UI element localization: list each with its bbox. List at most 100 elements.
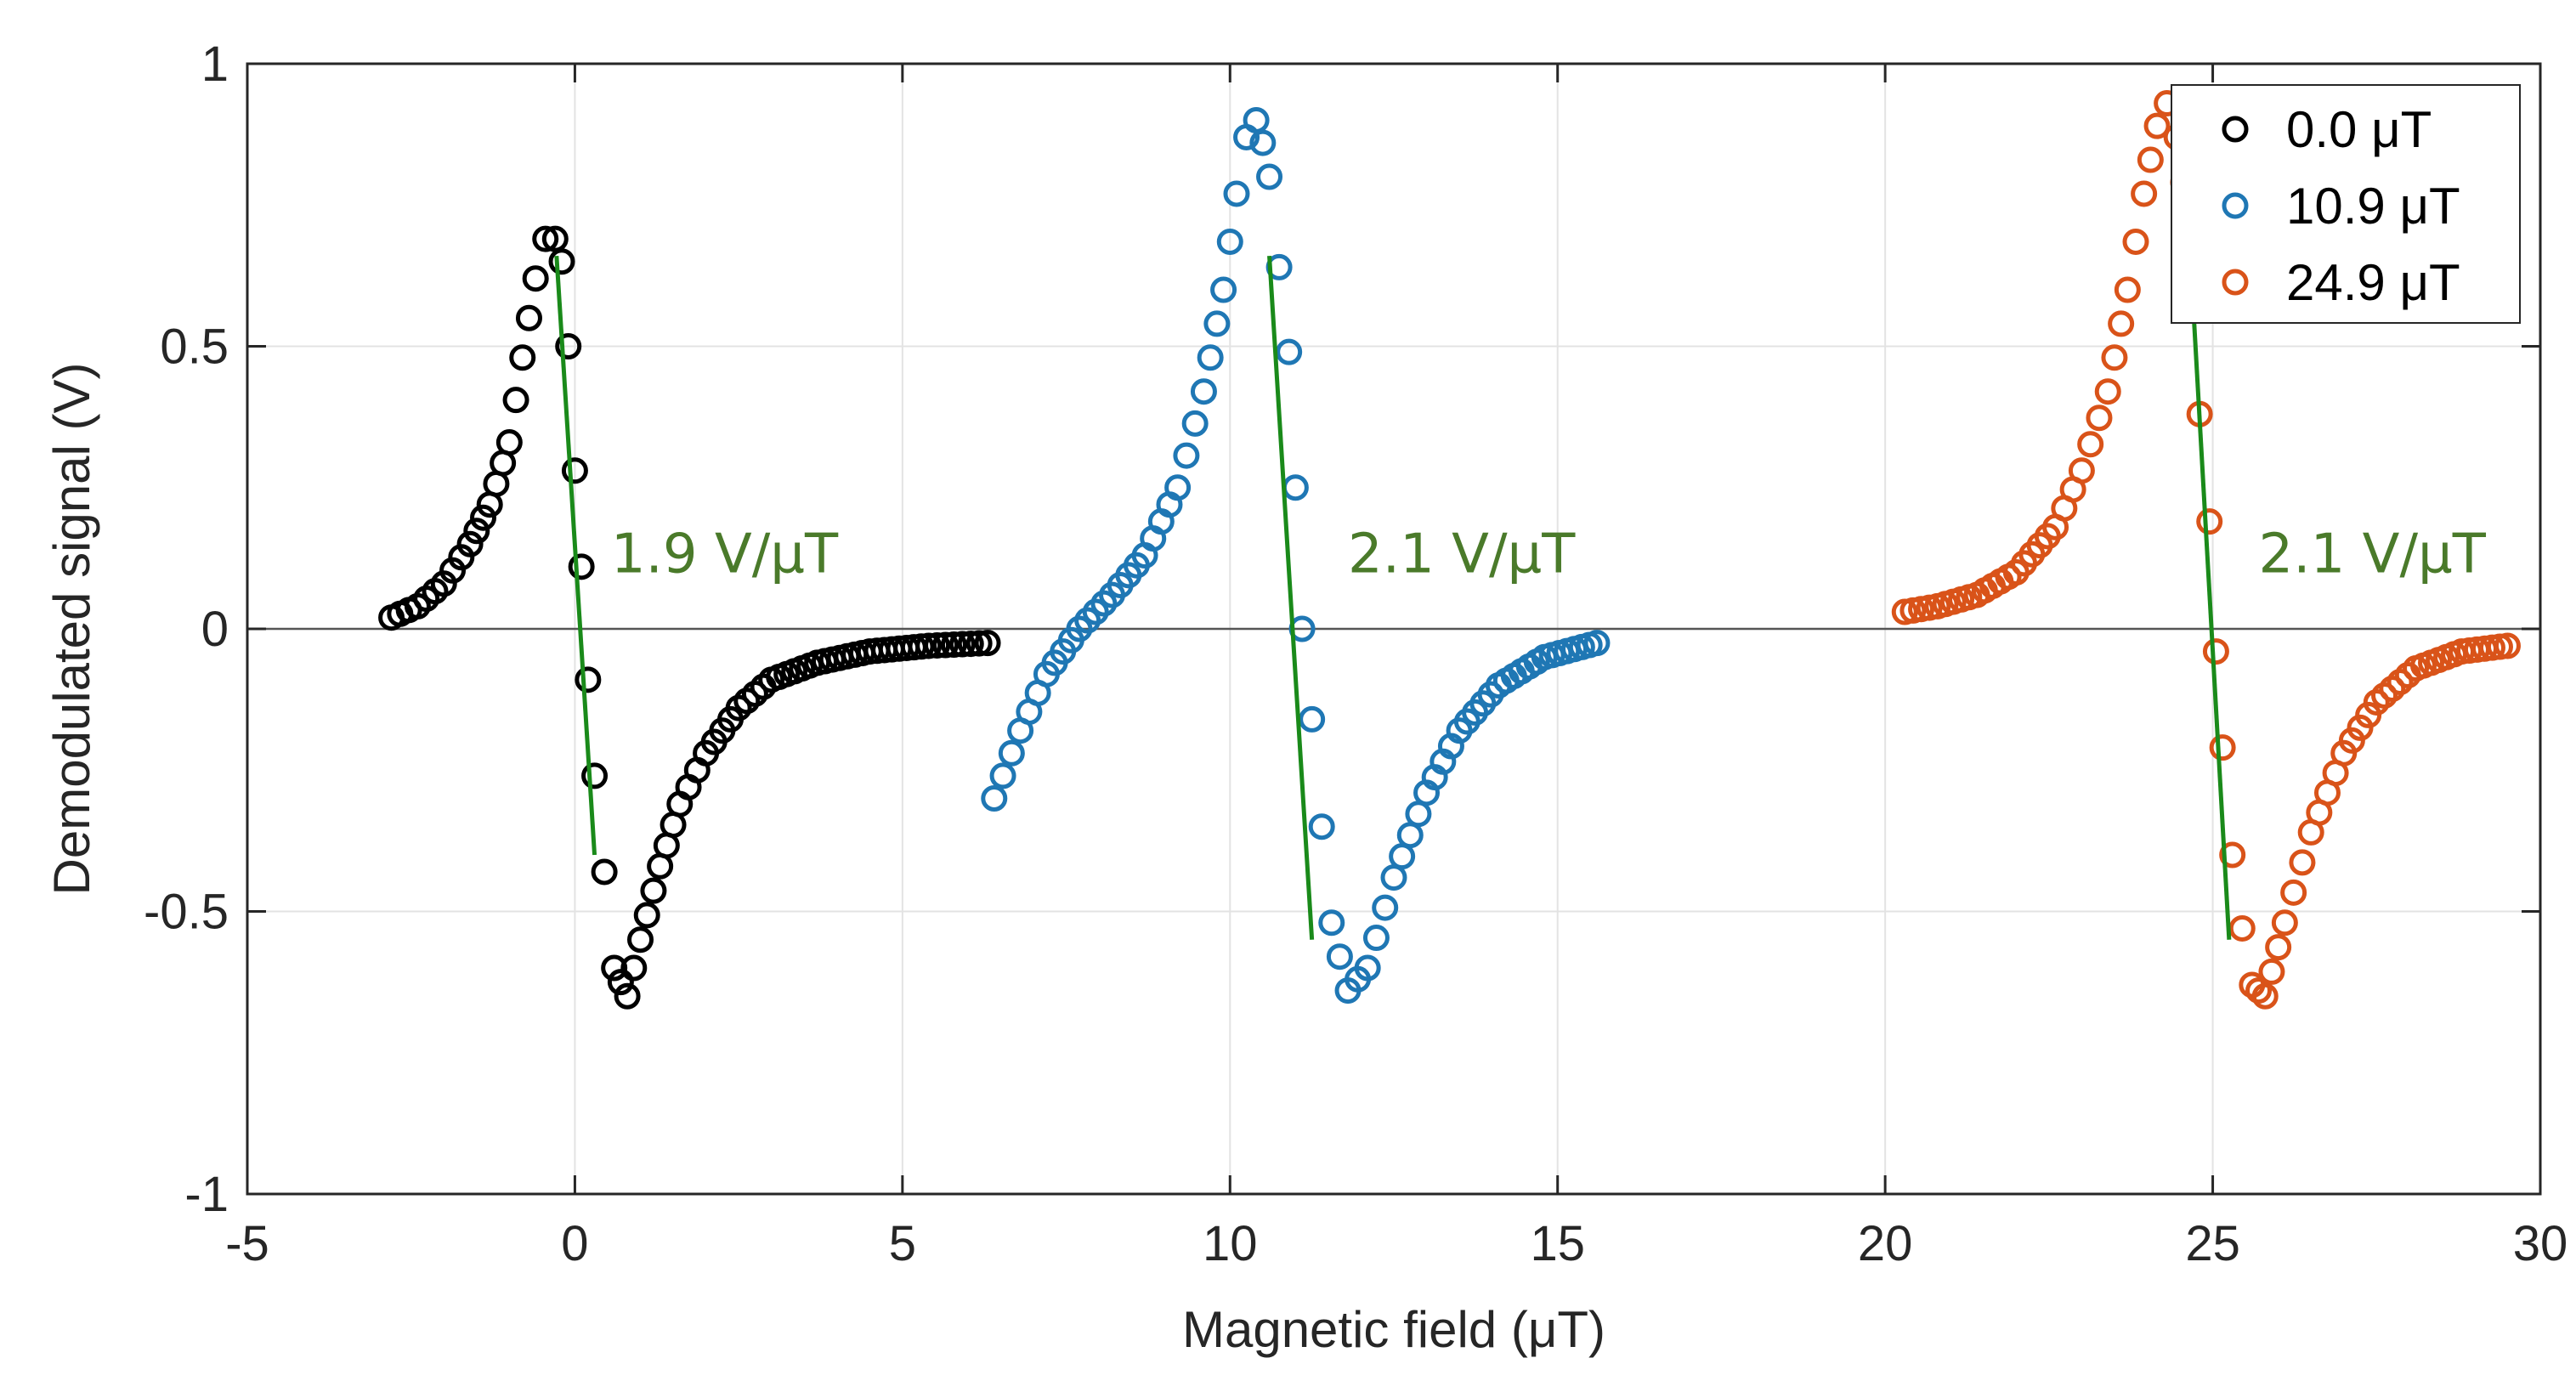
data-point: [998, 739, 1025, 767]
data-point: [2379, 675, 2406, 702]
data-point: [1354, 954, 1381, 982]
slope-annotation: 2.1 V/μT: [2259, 523, 2487, 586]
data-point: [974, 630, 1001, 657]
data-point: [1372, 894, 1399, 921]
data-point: [1173, 442, 1200, 469]
legend-marker: [2222, 269, 2249, 296]
data-point: [2245, 977, 2273, 1004]
data-point: [470, 504, 497, 531]
slope-annotation: 1.9 V/μT: [611, 523, 839, 586]
data-point: [981, 785, 1008, 812]
y-tick-label: -0.5: [144, 885, 229, 940]
data-point: [2137, 146, 2164, 173]
data-point: [1326, 943, 1353, 970]
data-point: [2363, 688, 2390, 716]
data-point: [1223, 180, 1250, 207]
data-point: [2251, 982, 2279, 1010]
data-point: [522, 265, 549, 292]
data-point: [940, 631, 967, 659]
data-point: [591, 858, 618, 886]
data-point: [601, 954, 628, 982]
data-point: [1066, 615, 1093, 642]
data-point: [2068, 457, 2095, 484]
legend-marker: [2222, 116, 2249, 143]
data-point: [965, 630, 993, 657]
data-point: [2086, 405, 2113, 432]
data-point: [989, 762, 1016, 789]
data-point: [1396, 822, 1424, 849]
data-point: [1256, 163, 1283, 190]
data-point: [1282, 474, 1309, 501]
x-tick-label: -5: [225, 1216, 269, 1271]
data-point: [2258, 958, 2285, 985]
fit-line: [1267, 255, 1315, 940]
data-point: [620, 954, 648, 982]
data-point: [1210, 276, 1237, 303]
data-point: [1380, 864, 1407, 891]
data-point: [463, 518, 490, 545]
data-point: [1082, 598, 1109, 625]
data-point: [627, 926, 654, 953]
data-point: [957, 631, 984, 658]
x-tick-label: 20: [1858, 1216, 1913, 1271]
x-tick-label: 10: [1203, 1216, 1258, 1271]
data-point: [515, 304, 542, 331]
data-point: [541, 225, 569, 252]
y-tick-label: 1: [201, 37, 229, 92]
series-1: [981, 107, 1611, 1004]
data-point: [555, 333, 582, 359]
data-point: [614, 982, 641, 1010]
data-point: [568, 553, 595, 580]
data-point: [502, 387, 529, 414]
data-point: [924, 631, 951, 659]
data-point: [1197, 344, 1224, 371]
data-point: [1164, 474, 1192, 501]
data-point: [561, 457, 588, 484]
data-point: [2122, 228, 2149, 255]
data-point: [532, 225, 559, 252]
legend-marker: [2222, 192, 2249, 219]
legend-label: 0.0 μT: [2286, 101, 2432, 158]
series-2: [1891, 90, 2521, 1010]
data-point: [2386, 669, 2414, 696]
data-point: [2143, 112, 2171, 139]
data-point: [495, 429, 523, 456]
data-point: [581, 762, 609, 789]
data-point: [2219, 841, 2246, 869]
data-point: [2108, 310, 2135, 337]
x-tick-label: 5: [889, 1216, 916, 1271]
data-point: [1299, 705, 1326, 733]
legend-label: 24.9 μT: [2286, 254, 2460, 311]
series-0: [378, 225, 1001, 1010]
x-tick-label: 0: [561, 1216, 588, 1271]
data-point: [640, 877, 667, 904]
data-point: [1308, 813, 1335, 840]
fit-line: [554, 255, 597, 856]
data-point: [2196, 508, 2223, 535]
data-point: [2131, 180, 2158, 207]
y-axis-label: Demodulated signal (V): [43, 363, 100, 896]
data-point: [2101, 344, 2128, 371]
data-point: [2371, 682, 2398, 709]
data-point: [456, 530, 484, 557]
axis-ticks: -5 0 5 10 15 20 25 30 -1 -0.5 0 0.5 1: [144, 37, 2568, 1271]
data-point: [575, 666, 602, 693]
y-tick-label: -1: [184, 1167, 229, 1222]
y-tick-label: 0: [201, 602, 229, 657]
data-point: [1318, 909, 1345, 936]
data-point: [509, 344, 536, 371]
data-point: [915, 632, 943, 659]
y-tick-label: 0.5: [160, 320, 229, 375]
data-point: [2494, 632, 2521, 659]
data-point: [2094, 378, 2121, 405]
x-tick-label: 25: [2185, 1216, 2240, 1271]
x-axis-label: Magnetic field (μT): [1182, 1301, 1605, 1358]
data-point: [1216, 228, 1243, 255]
data-point: [1181, 410, 1209, 437]
data-point: [2114, 276, 2141, 303]
data-point: [1074, 607, 1101, 634]
data-point: [1405, 801, 1432, 828]
legend-box: [2171, 84, 2521, 324]
data-point: [1276, 338, 1303, 365]
data-points: [378, 90, 2521, 1010]
